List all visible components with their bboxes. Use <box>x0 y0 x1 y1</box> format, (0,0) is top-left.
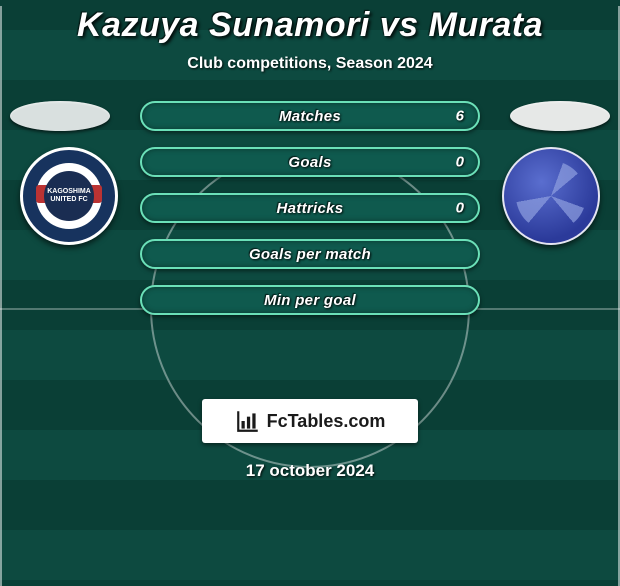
stat-value: 0 <box>456 154 464 171</box>
date-text: 17 october 2024 <box>0 461 620 481</box>
stat-row: Goals per match <box>140 239 480 269</box>
stat-row: Min per goal <box>140 285 480 315</box>
chart-icon <box>235 408 261 434</box>
stat-label: Goals <box>288 154 331 171</box>
stat-label: Hattricks <box>277 200 344 217</box>
stat-row: Goals 0 <box>140 147 480 177</box>
stat-value: 0 <box>456 200 464 217</box>
club-badge-left: KAGOSHIMA UNITED FC <box>20 147 118 245</box>
stat-rows: Matches 6 Goals 0 Hattricks 0 Goals per match M… <box>140 101 480 315</box>
club-badge-right <box>502 147 600 245</box>
club-badge-left-text: KAGOSHIMA UNITED FC <box>44 171 94 221</box>
stat-label: Matches <box>279 108 341 125</box>
page-title: Kazuya Sunamori vs Murata <box>0 6 620 45</box>
stat-value: 6 <box>456 108 464 125</box>
page-subtitle: Club competitions, Season 2024 <box>0 55 620 73</box>
comparison-area: KAGOSHIMA UNITED FC Matches6Goals0Hattri… <box>0 101 620 381</box>
player-right-placeholder <box>510 101 610 131</box>
stat-label: Min per goal <box>264 292 356 309</box>
stat-row: Hattricks 0 <box>140 193 480 223</box>
branding-badge: FcTables.com <box>202 399 418 443</box>
stat-row: Matches 6 <box>140 101 480 131</box>
stat-label: Goals per match <box>249 246 371 263</box>
branding-text: FcTables.com <box>267 411 386 432</box>
player-left-placeholder <box>10 101 110 131</box>
